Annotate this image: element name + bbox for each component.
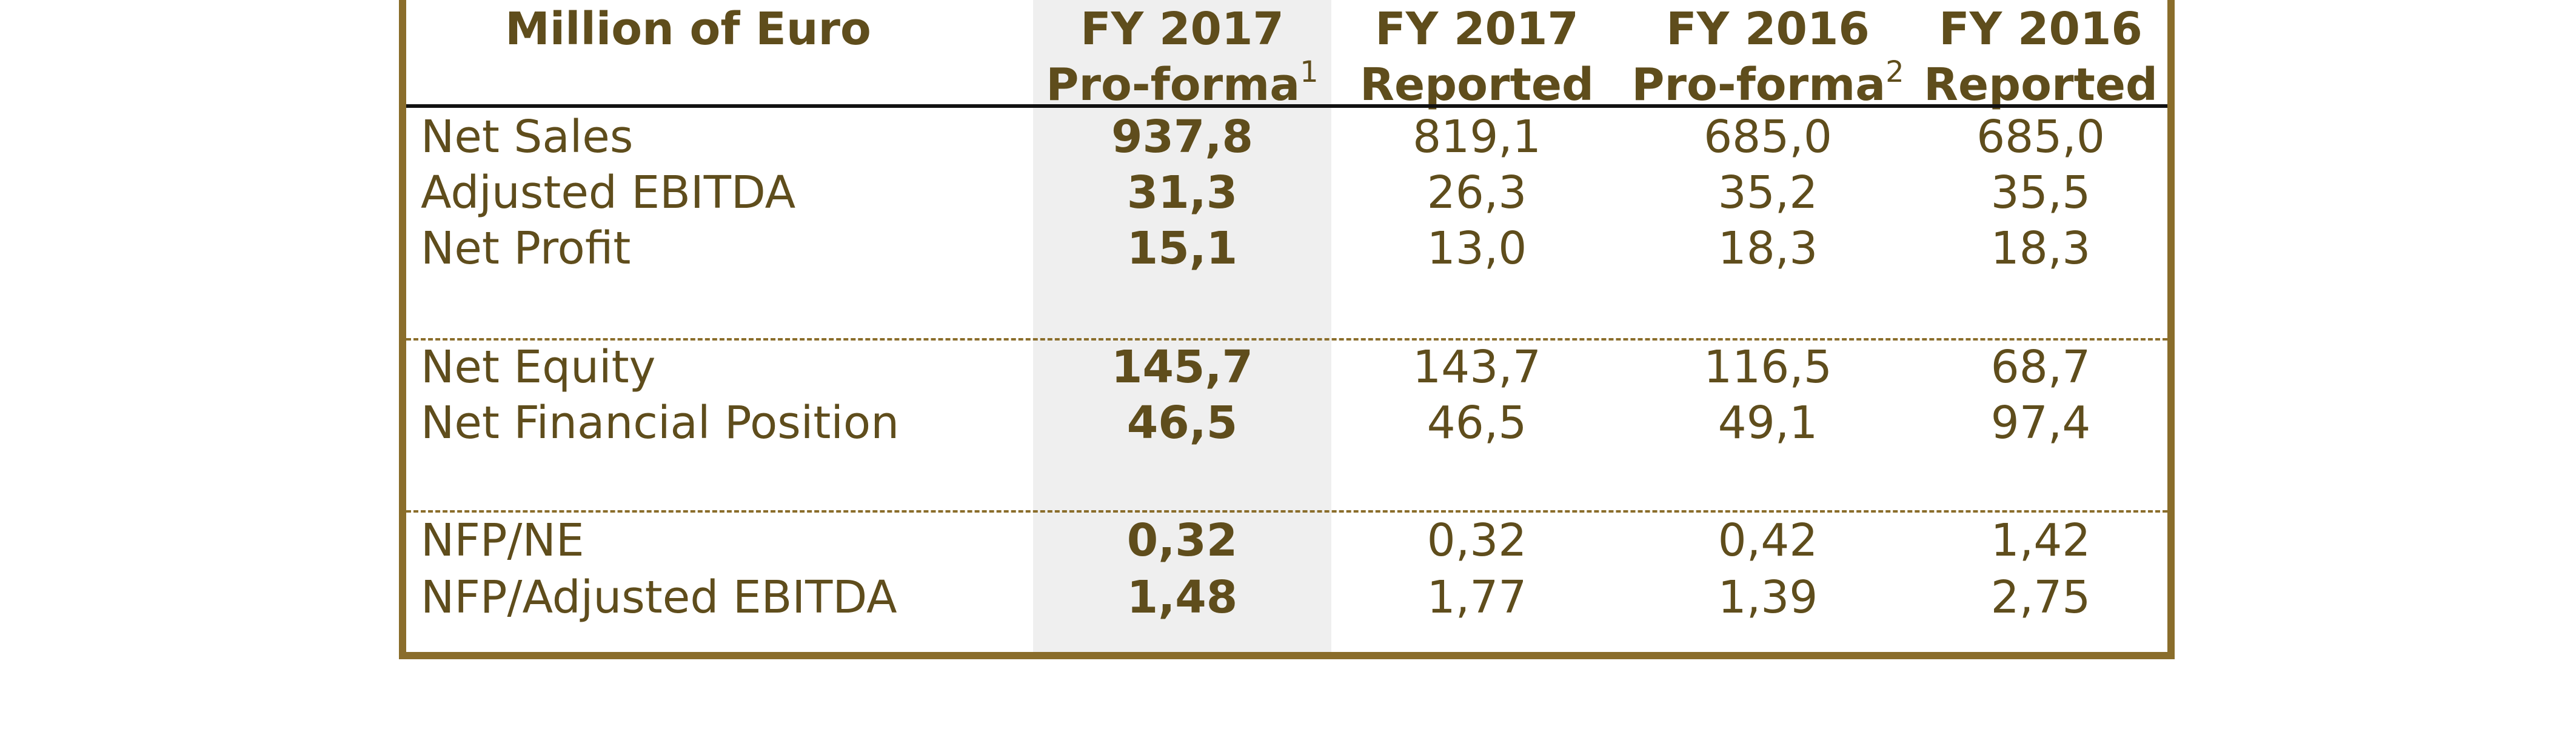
value-adjusted-ebitda-fy2016-proforma: 35,2	[1718, 167, 1818, 219]
value-net-sales-fy2017-reported: 819,1	[1413, 111, 1541, 163]
section-divider	[406, 510, 2167, 513]
section-divider	[406, 338, 2167, 341]
value-nfp-ne-fy2016-reported: 1,42	[1990, 514, 2091, 567]
value-net-equity-fy2016-proforma: 116,5	[1704, 341, 1832, 393]
row-label-adjusted-ebitda: Adjusted EBITDA	[421, 167, 796, 219]
header-label-line1: Million of Euro	[505, 3, 871, 55]
header-divider	[406, 104, 2167, 108]
value-net-financial-position-fy2017-proforma: 46,5	[1126, 397, 1238, 449]
header-fy2016-proforma-line1: FY 2016	[1666, 3, 1870, 55]
header-fy2017-proforma-line2: Pro-forma1	[1046, 55, 1319, 111]
value-net-financial-position-fy2017-reported: 46,5	[1427, 397, 1527, 449]
value-net-sales-fy2017-proforma: 937,8	[1111, 111, 1254, 163]
header-fy2016-reported-line1: FY 2016	[1939, 3, 2143, 55]
value-nfp-ne-fy2017-reported: 0,32	[1427, 514, 1527, 567]
row-label-net-profit: Net Profit	[421, 222, 631, 274]
header-fy2016-reported-line2: Reported	[1923, 59, 2158, 111]
value-adjusted-ebitda-fy2017-reported: 26,3	[1427, 167, 1527, 219]
value-net-profit-fy2017-reported: 13,0	[1427, 222, 1527, 274]
value-adjusted-ebitda-fy2017-proforma: 31,3	[1126, 167, 1238, 219]
header-fy2017-reported-line1: FY 2017	[1375, 3, 1579, 55]
value-net-sales-fy2016-proforma: 685,0	[1704, 111, 1832, 163]
row-label-net-sales: Net Sales	[421, 111, 634, 163]
value-nfp-adjusted-ebitda-fy2017-proforma: 1,48	[1126, 571, 1238, 623]
value-nfp-adjusted-ebitda-fy2016-proforma: 1,39	[1718, 571, 1818, 623]
value-net-equity-fy2017-reported: 143,7	[1413, 341, 1541, 393]
header-fy2017-proforma: FY 2017 Pro-forma1	[1033, 1, 1331, 113]
value-nfp-adjusted-ebitda-fy2016-reported: 2,75	[1990, 571, 2091, 623]
header-fy2016-proforma-line2: Pro-forma2	[1631, 55, 1904, 111]
row-label-net-financial-position: Net Financial Position	[421, 397, 900, 449]
row-label-net-equity: Net Equity	[421, 341, 656, 393]
highlight-column-fy2017-proforma	[1033, 0, 1331, 652]
footnote-marker: 1	[1300, 55, 1319, 90]
header-fy2017-proforma-line1: FY 2017	[1080, 3, 1284, 55]
value-nfp-ne-fy2017-proforma: 0,32	[1126, 514, 1238, 567]
row-label-nfp-ne: NFP/NE	[421, 514, 584, 567]
header-fy2016-proforma: FY 2016 Pro-forma2	[1622, 1, 1913, 113]
value-net-equity-fy2017-proforma: 145,7	[1111, 341, 1254, 393]
value-net-financial-position-fy2016-proforma: 49,1	[1718, 397, 1818, 449]
value-net-profit-fy2016-proforma: 18,3	[1718, 222, 1818, 274]
header-fy2017-reported-line2: Reported	[1359, 59, 1594, 111]
value-net-sales-fy2016-reported: 685,0	[1976, 111, 2105, 163]
value-net-profit-fy2017-proforma: 15,1	[1126, 222, 1238, 274]
value-nfp-ne-fy2016-proforma: 0,42	[1718, 514, 1818, 567]
value-net-profit-fy2016-reported: 18,3	[1990, 222, 2091, 274]
header-fy2017-reported: FY 2017 Reported	[1331, 1, 1622, 113]
value-net-financial-position-fy2016-reported: 97,4	[1990, 397, 2091, 449]
header-label: Million of Euro	[497, 1, 879, 57]
footnote-marker: 2	[1885, 55, 1904, 90]
header-fy2016-reported: FY 2016 Reported	[1913, 1, 2168, 113]
value-net-equity-fy2016-reported: 68,7	[1990, 341, 2091, 393]
value-adjusted-ebitda-fy2016-reported: 35,5	[1990, 167, 2091, 219]
value-nfp-adjusted-ebitda-fy2017-reported: 1,77	[1427, 571, 1527, 623]
row-label-nfp-adjusted-ebitda: NFP/Adjusted EBITDA	[421, 571, 897, 623]
financial-summary-table: Million of Euro FY 2017 Pro-forma1 FY 20…	[399, 0, 2175, 659]
